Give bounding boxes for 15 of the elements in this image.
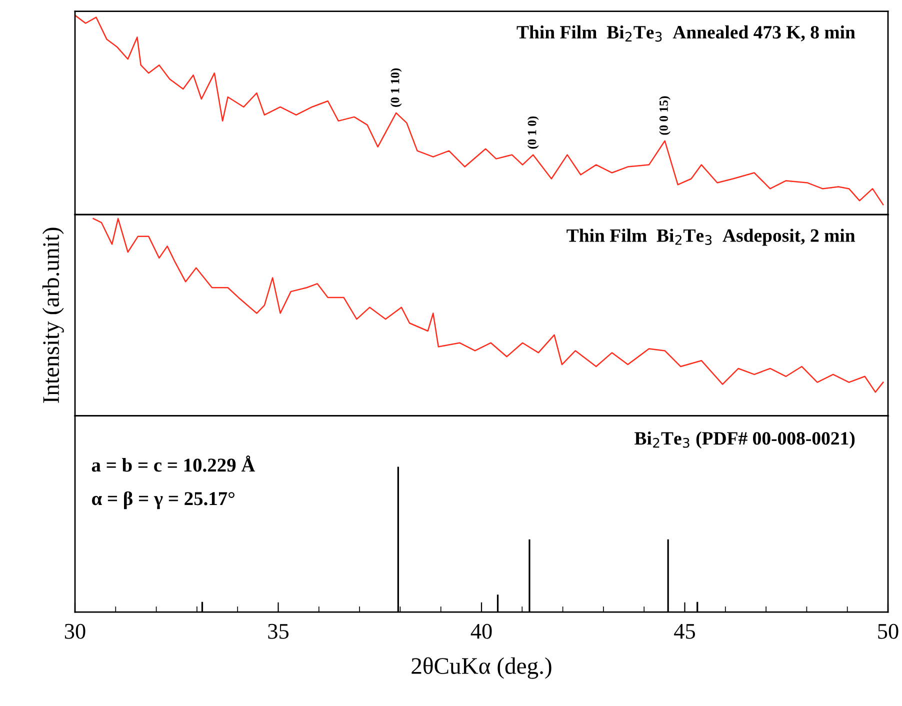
chart-title: Thin Film Bi$_{2}$Te$_{3}$ Asdeposit, 2 min (566, 228, 856, 246)
x-tick-label: 40 (470, 624, 492, 639)
x-axis-title: 2θCuKα (deg.) (412, 657, 552, 679)
x-tick-label: 45 (674, 624, 695, 639)
x-tick-label: 50 (878, 624, 898, 639)
x-tick-label: 35 (268, 624, 288, 639)
annotation: (0 1 0) (527, 116, 539, 149)
annotation: (0 1 10) (390, 68, 402, 107)
y-axis-title: Intensity (arb.unit) (42, 228, 64, 403)
chart-title: Bi$_{2}$Te$_{3}$ (PDF# 00-008-0021) (634, 432, 855, 449)
chart-title: Thin Film Bi$_{2}$Te$_{3}$ Annealed 473 K, 8 min (516, 25, 856, 42)
annotation: α = β = γ = 25.17° (92, 491, 234, 510)
annotation: (0 0 15) (659, 96, 670, 135)
annotation: a = b = c = 10.229 Å (92, 456, 256, 472)
x-tick-label: 30 (64, 624, 86, 639)
